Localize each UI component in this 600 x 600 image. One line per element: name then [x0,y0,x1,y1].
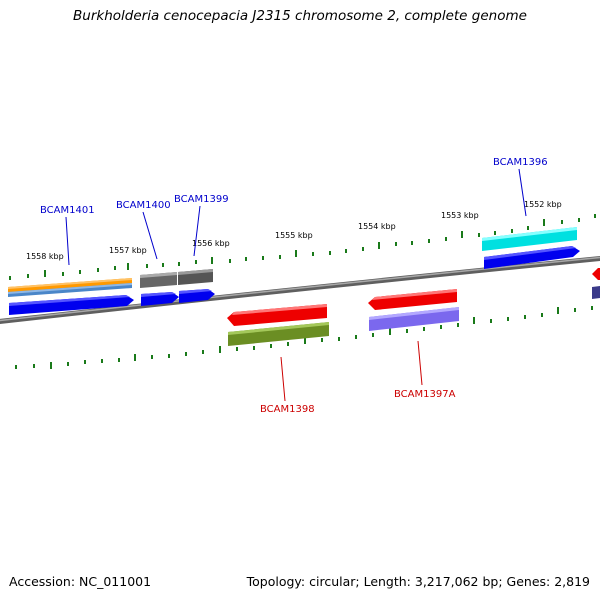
tick-label-1557: 1557 kbp [109,246,147,255]
feature-bars-1398 [227,304,329,346]
map-title: Burkholderia cenocepacia J2315 chromosom… [73,8,527,24]
feature-bars-1399 [178,269,215,303]
feature-bars-1396 [482,227,580,269]
cds-arrow-bcam1401 [9,295,134,315]
gene-label-bcam1396[interactable]: BCAM1396 [493,157,548,168]
tick-label-1554: 1554 kbp [358,222,396,231]
gene-label-bcam1401[interactable]: BCAM1401 [40,205,95,216]
tick-label-1556: 1556 kbp [192,239,230,248]
genome-backbone [0,255,600,324]
tick-row-upper [9,214,596,280]
leader-lines [65,168,527,402]
cds-arrow-bcam1396 [484,246,580,269]
cds-arrow-bcam1397a [368,289,457,310]
gene-label-bcam1400[interactable]: BCAM1400 [116,200,171,211]
feature-bars-1401 [8,278,134,315]
genome-summary-text: Topology: circular; Length: 3,217,062 bp… [246,574,590,589]
tick-label-1555: 1555 kbp [275,231,313,240]
tick-row-lower [15,306,593,369]
feature-bars-1397a [368,289,459,331]
feature-bars-edge [592,268,600,299]
cds-arrow-bcam1398 [227,304,327,326]
gene-label-bcam1399[interactable]: BCAM1399 [174,194,229,205]
tick-label-1553: 1553 kbp [441,211,479,220]
accession-text: Accession: NC_011001 [9,574,152,589]
tick-label-1552: 1552 kbp [524,200,562,209]
feature-bars-1400 [140,272,179,306]
gene-label-bcam1397a[interactable]: BCAM1397A [394,389,456,400]
gene-label-bcam1398[interactable]: BCAM1398 [260,404,315,415]
tick-label-1558: 1558 kbp [26,252,64,261]
